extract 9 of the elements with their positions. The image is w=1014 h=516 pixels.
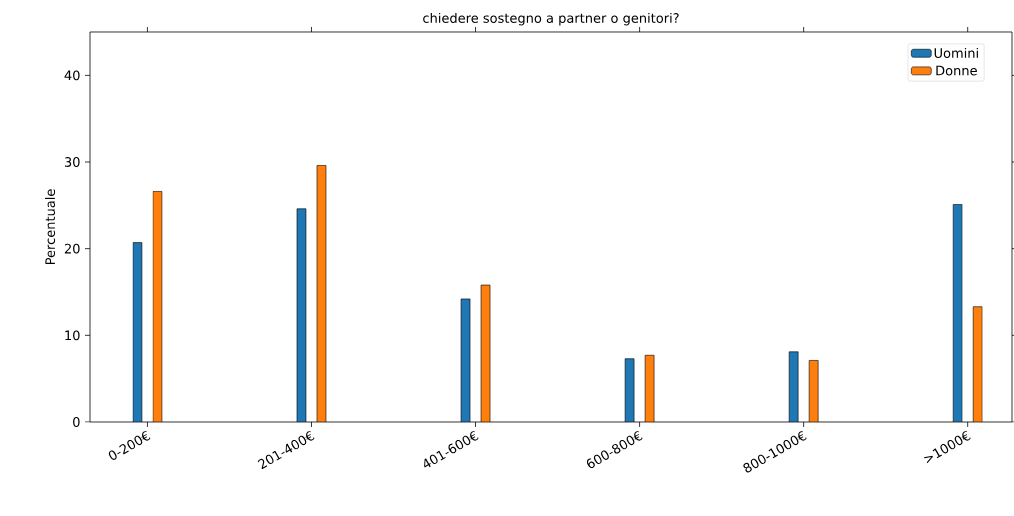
y-tick-label: 0 (73, 417, 80, 427)
legend-label: Uomini (934, 47, 978, 58)
y-tick-label: 30 (64, 157, 80, 167)
legend-label: Donne (936, 65, 977, 76)
chart-title: chiedere sostegno a partner o genitori? (423, 12, 679, 26)
y-tick-label: 10 (65, 330, 80, 341)
y-tick-label: 40 (64, 70, 80, 81)
y-axis-title: Percentuale (45, 189, 56, 265)
y-tick-label: 20 (64, 243, 80, 254)
